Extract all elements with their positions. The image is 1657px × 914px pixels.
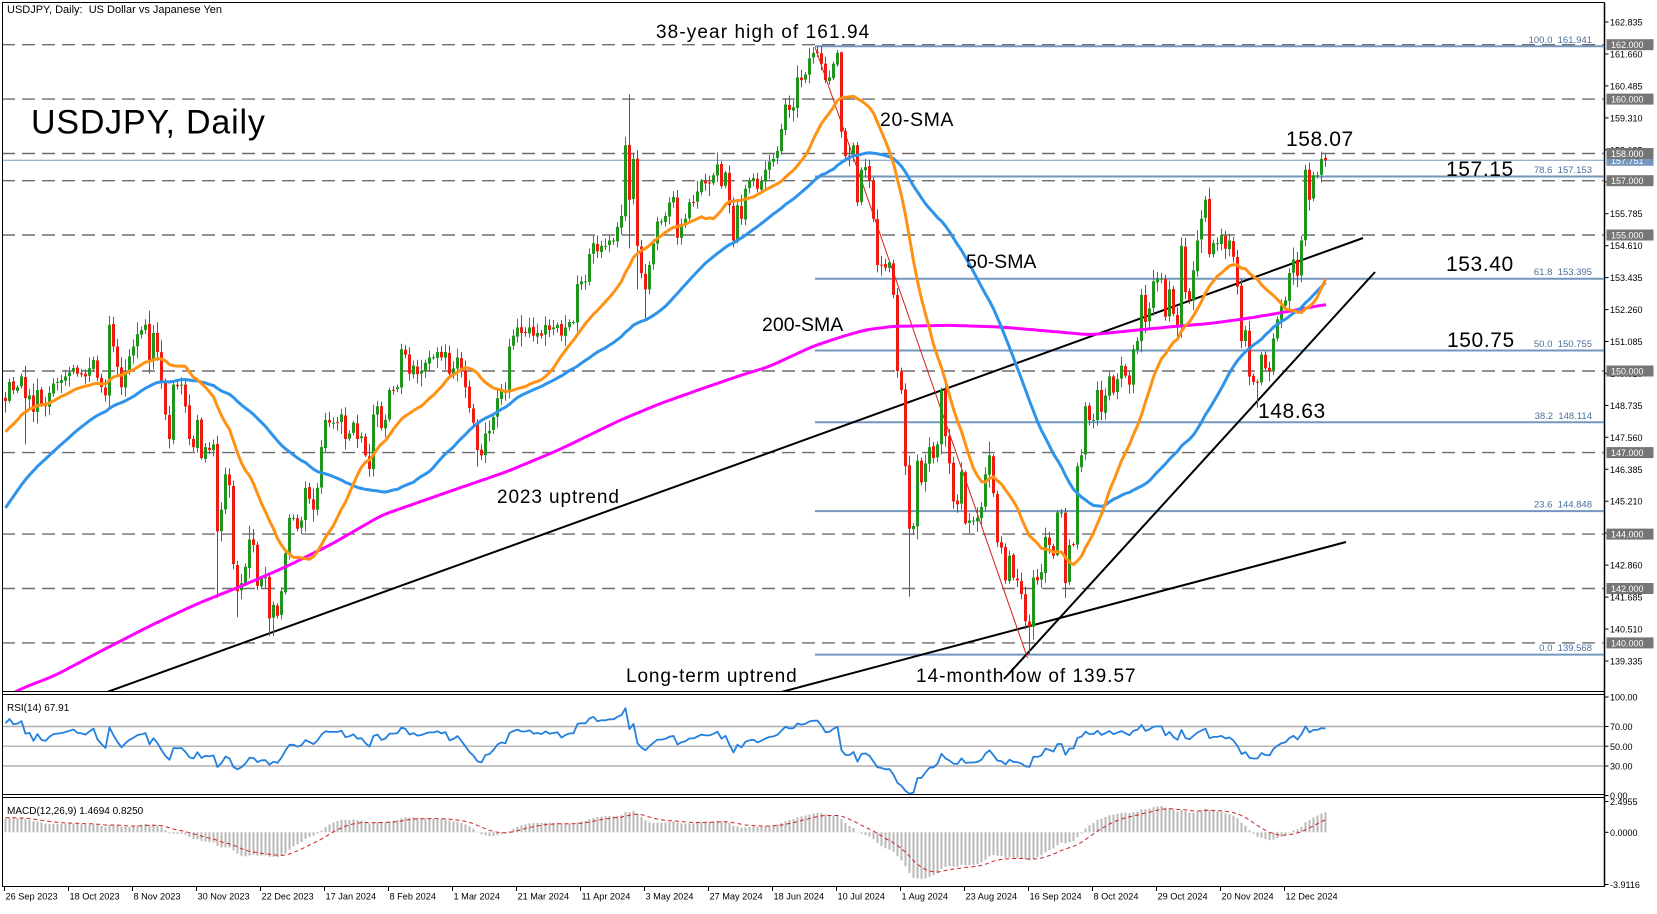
svg-text:150.75: 150.75	[1447, 329, 1515, 352]
svg-text:0.0000: 0.0000	[1610, 828, 1638, 838]
svg-text:151.085: 151.085	[1610, 337, 1643, 347]
svg-text:Long-term uptrend: Long-term uptrend	[626, 666, 798, 687]
svg-text:22 Dec 2023: 22 Dec 2023	[262, 892, 314, 902]
svg-text:150.000: 150.000	[1611, 367, 1644, 377]
svg-text:12 Dec 2024: 12 Dec 2024	[1286, 892, 1338, 902]
svg-text:18 Jun 2024: 18 Jun 2024	[774, 892, 825, 902]
svg-text:148.735: 148.735	[1610, 401, 1643, 411]
svg-text:154.610: 154.610	[1610, 241, 1643, 251]
svg-text:200-SMA: 200-SMA	[762, 314, 843, 336]
svg-text:157.000: 157.000	[1611, 176, 1644, 186]
svg-text:152.260: 152.260	[1610, 305, 1643, 315]
svg-text:8 Oct 2024: 8 Oct 2024	[1094, 892, 1139, 902]
svg-text:0.0 139.568: 0.0 139.568	[1539, 643, 1592, 654]
svg-text:158.000: 158.000	[1611, 149, 1644, 159]
svg-text:140.510: 140.510	[1610, 625, 1643, 635]
svg-text:23 Aug 2024: 23 Aug 2024	[966, 892, 1018, 902]
svg-text:100.0 161.941: 100.0 161.941	[1529, 35, 1592, 46]
svg-text:160.485: 160.485	[1610, 81, 1643, 91]
svg-text:100.00: 100.00	[1610, 693, 1638, 703]
svg-text:2023 uptrend: 2023 uptrend	[497, 487, 620, 508]
svg-text:147.560: 147.560	[1610, 433, 1643, 443]
svg-text:23.6 144.848: 23.6 144.848	[1534, 500, 1592, 511]
svg-text:30.00: 30.00	[1610, 762, 1633, 772]
svg-text:153.40: 153.40	[1446, 253, 1514, 276]
svg-text:78.6 157.153: 78.6 157.153	[1534, 165, 1592, 176]
svg-text:30 Nov 2023: 30 Nov 2023	[198, 892, 250, 902]
svg-text:153.435: 153.435	[1610, 273, 1643, 283]
svg-text:38-year high of 161.94: 38-year high of 161.94	[656, 22, 870, 43]
svg-text:20 Nov 2024: 20 Nov 2024	[1222, 892, 1274, 902]
svg-text:148.63: 148.63	[1258, 400, 1326, 423]
svg-text:50.0 150.755: 50.0 150.755	[1534, 339, 1592, 350]
svg-text:16 Sep 2024: 16 Sep 2024	[1030, 892, 1082, 902]
svg-text:18 Oct 2023: 18 Oct 2023	[70, 892, 120, 902]
svg-text:144.000: 144.000	[1611, 530, 1644, 540]
svg-text:141.685: 141.685	[1610, 593, 1643, 603]
svg-text:14-month low of 139.57: 14-month low of 139.57	[916, 666, 1137, 687]
svg-text:38.2 148.114: 38.2 148.114	[1535, 411, 1592, 422]
svg-text:8 Nov 2023: 8 Nov 2023	[134, 892, 181, 902]
svg-text:2.4955: 2.4955	[1610, 797, 1638, 807]
svg-text:50-SMA: 50-SMA	[966, 251, 1036, 273]
svg-text:147.000: 147.000	[1611, 448, 1644, 458]
svg-text:140.000: 140.000	[1611, 638, 1644, 648]
svg-text:157.751: 157.751	[1611, 156, 1644, 166]
svg-text:29 Oct 2024: 29 Oct 2024	[1158, 892, 1208, 902]
svg-text:162.835: 162.835	[1610, 18, 1643, 28]
svg-text:21 Mar 2024: 21 Mar 2024	[518, 892, 570, 902]
svg-text:1 Aug 2024: 1 Aug 2024	[902, 892, 949, 902]
svg-text:155.785: 155.785	[1610, 209, 1643, 219]
svg-text:142.860: 142.860	[1610, 561, 1643, 571]
svg-text:146.385: 146.385	[1610, 465, 1643, 475]
svg-text:158.07: 158.07	[1286, 128, 1354, 151]
svg-text:162.000: 162.000	[1611, 40, 1644, 50]
svg-text:20-SMA: 20-SMA	[880, 109, 954, 131]
svg-text:11 Apr 2024: 11 Apr 2024	[582, 892, 631, 902]
svg-text:17 Jan 2024: 17 Jan 2024	[326, 892, 377, 902]
svg-text:10 Jul 2024: 10 Jul 2024	[838, 892, 886, 902]
svg-text:157.15: 157.15	[1446, 158, 1514, 181]
svg-text:139.335: 139.335	[1610, 657, 1643, 667]
svg-text:145.210: 145.210	[1610, 497, 1643, 507]
svg-text:50.00: 50.00	[1610, 742, 1633, 752]
svg-text:70.00: 70.00	[1610, 722, 1633, 732]
svg-text:61.8 153.395: 61.8 153.395	[1534, 267, 1592, 278]
svg-text:USDJPY, Daily: US Dollar vs J: USDJPY, Daily: US Dollar vs Japanese Yen	[7, 4, 222, 16]
svg-text:27 May 2024: 27 May 2024	[710, 892, 763, 902]
svg-text:1 Mar 2024: 1 Mar 2024	[454, 892, 500, 902]
svg-text:26 Sep 2023: 26 Sep 2023	[6, 892, 58, 902]
svg-text:155.000: 155.000	[1611, 231, 1644, 241]
svg-text:8 Feb 2024: 8 Feb 2024	[390, 892, 437, 902]
svg-text:160.000: 160.000	[1611, 95, 1644, 105]
svg-text:159.310: 159.310	[1610, 113, 1643, 123]
svg-text:161.660: 161.660	[1610, 50, 1643, 60]
svg-text:-3.9116: -3.9116	[1610, 880, 1640, 890]
svg-text:142.000: 142.000	[1611, 584, 1644, 594]
svg-text:3 May 2024: 3 May 2024	[646, 892, 694, 902]
svg-text:MACD(12,26,9) 1.4694 0.8250: MACD(12,26,9) 1.4694 0.8250	[7, 806, 144, 817]
svg-text:USDJPY, Daily: USDJPY, Daily	[31, 104, 266, 142]
svg-text:RSI(14) 67.91: RSI(14) 67.91	[7, 703, 70, 714]
svg-text:0.00: 0.00	[1610, 791, 1628, 801]
